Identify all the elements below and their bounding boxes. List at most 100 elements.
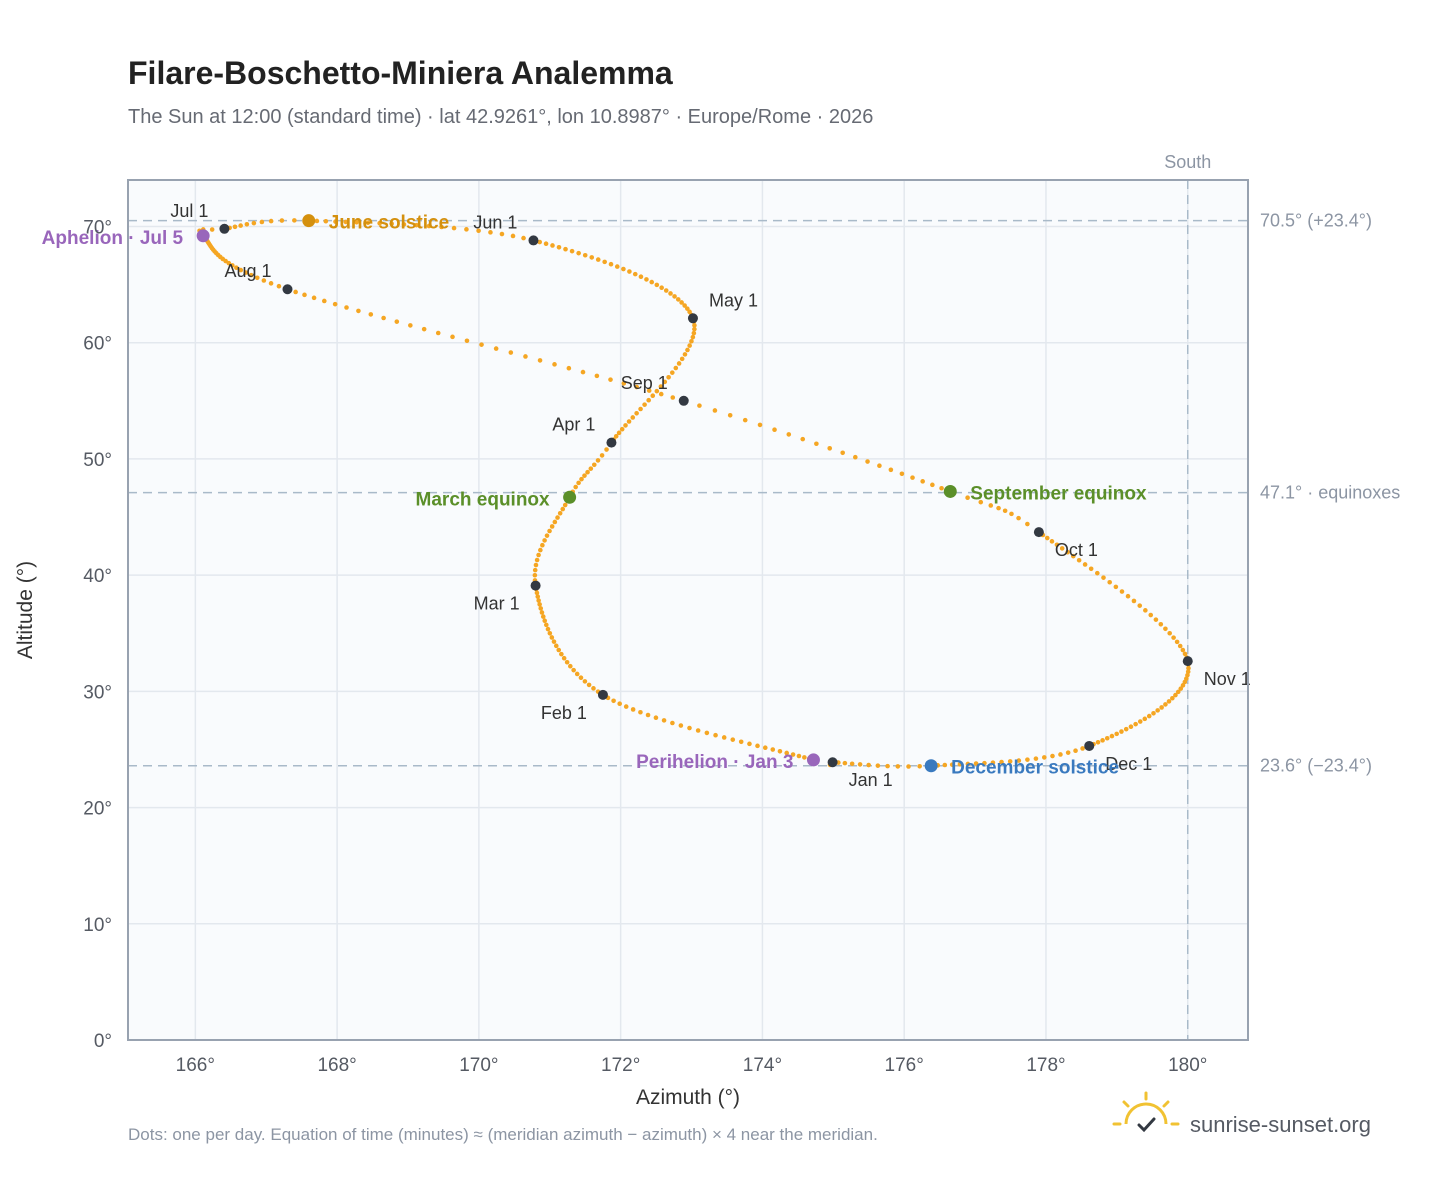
daily-dot <box>695 728 701 733</box>
daily-dot <box>942 762 948 768</box>
daily-dot <box>849 761 855 767</box>
daily-dot <box>1095 570 1100 576</box>
daily-dot <box>621 266 626 272</box>
x-tick-label: 168° <box>317 1055 356 1076</box>
daily-dot <box>537 358 543 363</box>
daily-dot <box>560 506 566 512</box>
daily-dot <box>1033 756 1039 761</box>
daily-dot <box>537 602 542 607</box>
reference-line-label: 23.6° (−23.4°) <box>1260 756 1372 776</box>
daily-dot <box>634 384 640 390</box>
month-marker-label: Jul 1 <box>170 201 208 221</box>
daily-dot <box>1088 566 1094 572</box>
daily-dot <box>865 459 870 464</box>
daily-dot <box>659 285 664 290</box>
month-marker-label: Jun 1 <box>473 212 517 232</box>
daily-dot <box>574 671 580 677</box>
daily-dot <box>604 447 609 452</box>
daily-dot <box>770 747 776 752</box>
daily-dot <box>1159 705 1164 710</box>
brand-name: sunrise-sunset.org <box>1190 1112 1371 1137</box>
daily-dot <box>589 255 595 260</box>
daily-dot <box>1007 759 1013 764</box>
plot-area <box>128 180 1248 1040</box>
daily-dot <box>556 647 562 653</box>
daily-dot <box>321 298 327 304</box>
daily-dot <box>645 712 651 718</box>
daily-dot <box>510 233 516 239</box>
daily-dot <box>930 482 935 488</box>
daily-dot <box>563 246 568 252</box>
daily-dot <box>559 651 564 657</box>
daily-dot <box>579 476 584 482</box>
daily-dots <box>197 218 1191 769</box>
daily-dot <box>566 365 572 371</box>
daily-dot <box>616 430 622 436</box>
daily-dot <box>1082 562 1088 567</box>
daily-dot <box>642 402 647 407</box>
daily-dot <box>464 338 470 344</box>
daily-dot <box>588 466 594 471</box>
daily-dot <box>666 374 671 380</box>
daily-dot <box>243 270 249 275</box>
daily-dot <box>595 257 601 262</box>
month-marker-dot <box>530 580 541 591</box>
daily-dot <box>690 334 696 340</box>
daily-dot <box>704 730 710 736</box>
daily-dot <box>311 295 317 301</box>
x-axis-label: Azimuth (°) <box>636 1086 740 1109</box>
daily-dot <box>543 622 549 628</box>
daily-dot <box>343 219 349 225</box>
daily-dot <box>1167 630 1172 636</box>
daily-dot <box>1100 738 1105 743</box>
daily-dot <box>538 547 543 553</box>
daily-dot <box>713 732 718 738</box>
daily-dot <box>617 701 622 707</box>
daily-dot <box>661 718 667 723</box>
daily-dot <box>772 427 777 432</box>
daily-dot <box>672 294 677 299</box>
event-marker-label: Aphelion · Jul 5 <box>42 228 184 249</box>
daily-dot <box>650 393 656 398</box>
daily-dot <box>1158 621 1164 627</box>
daily-dot <box>323 218 329 224</box>
daily-dot <box>1163 702 1168 707</box>
daily-dot <box>685 306 690 311</box>
x-tick-label: 180° <box>1168 1055 1207 1076</box>
daily-dot <box>542 538 547 543</box>
month-marker-dot <box>1182 656 1193 667</box>
daily-dot <box>1101 575 1106 580</box>
daily-dot <box>608 377 613 382</box>
daily-dot <box>545 626 551 632</box>
daily-dot <box>800 436 806 442</box>
daily-dot <box>738 739 744 745</box>
daily-dot <box>1016 758 1022 763</box>
daily-dot <box>1146 713 1152 719</box>
daily-dot <box>1137 603 1143 608</box>
event-marker-label: June solstice <box>329 213 449 234</box>
daily-dot <box>1109 733 1115 739</box>
daily-dot <box>658 391 664 397</box>
daily-dot <box>630 707 636 712</box>
month-marker-label: May 1 <box>709 290 758 310</box>
daily-dot <box>646 397 651 403</box>
daily-dot <box>670 720 675 726</box>
daily-dot <box>1175 689 1181 695</box>
month-marker-dot <box>1033 527 1044 538</box>
daily-dot <box>595 458 601 463</box>
daily-dot <box>965 761 971 767</box>
daily-dot <box>978 499 984 505</box>
daily-dot <box>464 227 469 232</box>
daily-dot <box>673 365 679 371</box>
daily-dot <box>654 388 660 394</box>
daily-dot <box>906 764 911 769</box>
daily-dot <box>875 763 881 768</box>
daily-dot <box>254 275 260 281</box>
daily-dot <box>1186 665 1191 671</box>
daily-dot <box>543 241 549 247</box>
daily-dot <box>1128 724 1134 729</box>
daily-dot <box>982 760 987 766</box>
daily-dot <box>562 502 568 508</box>
daily-dot <box>1155 708 1160 713</box>
daily-dot <box>638 274 644 280</box>
